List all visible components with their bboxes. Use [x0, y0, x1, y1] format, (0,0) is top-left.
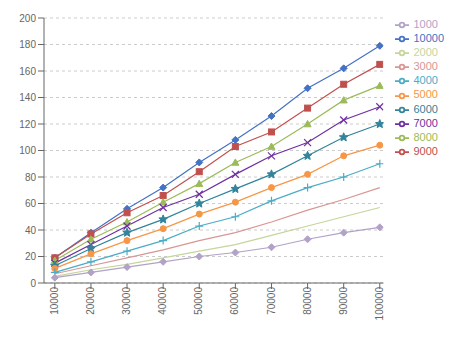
html-text:10000: 10000: [413, 32, 444, 45]
html-text:2000: 2000: [413, 46, 438, 59]
svg-text:100: 100: [19, 145, 36, 156]
svg-text:180: 180: [19, 39, 36, 50]
svg-text:80000: 80000: [302, 287, 313, 315]
html-text:5000: 5000: [413, 88, 438, 101]
svg-text:60: 60: [25, 198, 37, 209]
svg-text:10000: 10000: [49, 287, 60, 315]
svg-text:120: 120: [19, 119, 36, 130]
html-text:3000: 3000: [413, 60, 438, 73]
svg-text:90000: 90000: [338, 287, 349, 315]
svg-text:160: 160: [19, 66, 36, 77]
html-text:6000: 6000: [413, 102, 438, 115]
svg-text:20000: 20000: [85, 287, 96, 315]
svg-text:200: 200: [19, 13, 36, 24]
html-text:1000: 1000: [413, 18, 438, 30]
svg-text:40000: 40000: [157, 287, 168, 315]
svg-text:70000: 70000: [266, 287, 277, 315]
svg-text:0: 0: [30, 278, 36, 289]
svg-text:50000: 50000: [193, 287, 204, 315]
html-text:8000: 8000: [413, 130, 438, 143]
svg-text:80: 80: [25, 172, 37, 183]
svg-text:100000: 100000: [374, 287, 385, 321]
svg-text:140: 140: [19, 92, 36, 103]
svg-text:40: 40: [25, 225, 37, 236]
html-text:4000: 4000: [413, 74, 438, 87]
svg-text:60000: 60000: [229, 287, 240, 315]
html-text:7000: 7000: [413, 116, 438, 129]
svg-text:30000: 30000: [121, 287, 132, 315]
html-text:9000: 9000: [413, 144, 438, 157]
svg-text:20: 20: [25, 251, 37, 262]
